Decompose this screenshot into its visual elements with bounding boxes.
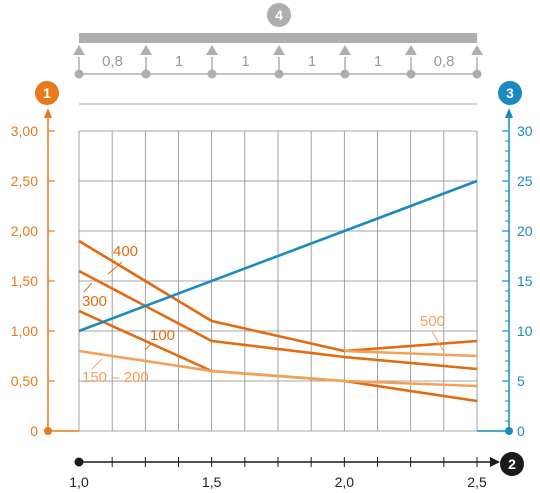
x-axis-tick-label: 1,0 xyxy=(69,474,89,490)
series-line-right-axis xyxy=(78,179,478,333)
right-axis-tick-label: 25 xyxy=(517,173,533,189)
beam-bar xyxy=(79,33,477,43)
right-axis-tick-label: 5 xyxy=(517,373,525,389)
series-line-400 xyxy=(78,239,478,353)
series-label-leader xyxy=(83,282,93,293)
series-label-leader xyxy=(431,330,445,353)
series-label-leader xyxy=(144,342,153,351)
x-axis-tick-label: 2,5 xyxy=(467,474,487,490)
series-label-leader xyxy=(91,358,103,370)
right-axis-tick-label: 30 xyxy=(517,123,533,139)
series-label: 300 xyxy=(82,293,107,310)
badge-left-axis-circle xyxy=(35,81,59,105)
series-line-150-200 xyxy=(78,349,478,388)
right-axis-tick-label: 20 xyxy=(517,223,533,239)
beam-support-icon xyxy=(73,45,85,55)
series-lines xyxy=(78,179,478,403)
right-axis-tick-label: 15 xyxy=(517,273,533,289)
left-axis-arrow xyxy=(44,108,52,118)
beam-span-label: 0,8 xyxy=(102,53,123,70)
x-axis-origin-dot xyxy=(74,457,84,467)
beam-span-label: 1 xyxy=(374,53,382,70)
left-axis-tick-label: 2,00 xyxy=(11,223,38,239)
left-axis-tick-label: 0,50 xyxy=(11,373,38,389)
badge-x-axis-circle xyxy=(500,452,524,476)
beam-span-label: 1 xyxy=(241,53,249,70)
left-axis-tick-label: 2,50 xyxy=(11,173,38,189)
left-axis-tick-label: 3,00 xyxy=(11,123,38,139)
badge-right-axis-label: 3 xyxy=(506,85,514,101)
left-axis-tick-label: 1,00 xyxy=(11,323,38,339)
series-labels: 400 300 100 150 – 200 500 xyxy=(82,243,445,386)
right-axis-tick-label: 0 xyxy=(517,423,525,439)
series-label: 500 xyxy=(420,313,445,330)
badge-right-axis-circle xyxy=(498,81,522,105)
left-axis-tick-label: 0 xyxy=(30,423,38,439)
beam-support-icon xyxy=(339,45,351,55)
x-axis-tick-label: 1,5 xyxy=(202,474,222,490)
right-axis-origin-dot xyxy=(505,427,513,435)
series-label: 150 – 200 xyxy=(82,369,149,386)
series-label: 100 xyxy=(150,327,175,344)
beam-diagram: 0,8 1 1 1 1 0,8 xyxy=(73,33,483,79)
beam-span-label: 0,8 xyxy=(434,53,455,70)
beam-support-icon xyxy=(206,45,218,55)
left-axis-origin-dot xyxy=(44,427,52,435)
badge-beam-label: 4 xyxy=(275,7,283,23)
beam-support-icon xyxy=(471,45,483,55)
series-line-500 xyxy=(344,349,478,358)
right-axis-arrow xyxy=(505,108,513,118)
beam-support-icon xyxy=(405,45,417,55)
badges: 1 3 2 4 xyxy=(35,3,524,476)
beam-support-icon xyxy=(140,45,152,55)
axes: 0 0,50 1,00 1,50 2,00 2,50 3,00 0 5 10 15 20 25 30 1,0… xyxy=(11,108,533,490)
beam-span-label: 1 xyxy=(175,53,183,70)
series-label-leader xyxy=(107,261,123,275)
beam-span-label: 1 xyxy=(308,53,316,70)
badge-x-axis-label: 2 xyxy=(508,456,516,472)
x-axis-tick-label: 2,0 xyxy=(335,474,355,490)
x-axis-arrow xyxy=(490,457,500,467)
badge-beam-circle xyxy=(267,3,291,27)
right-axis-tick-label: 10 xyxy=(517,323,533,339)
beam-support-icon xyxy=(273,45,285,55)
series-label: 400 xyxy=(113,243,138,260)
left-axis-tick-label: 1,50 xyxy=(11,273,38,289)
badge-left-axis-label: 1 xyxy=(43,85,51,101)
grid xyxy=(78,103,478,432)
